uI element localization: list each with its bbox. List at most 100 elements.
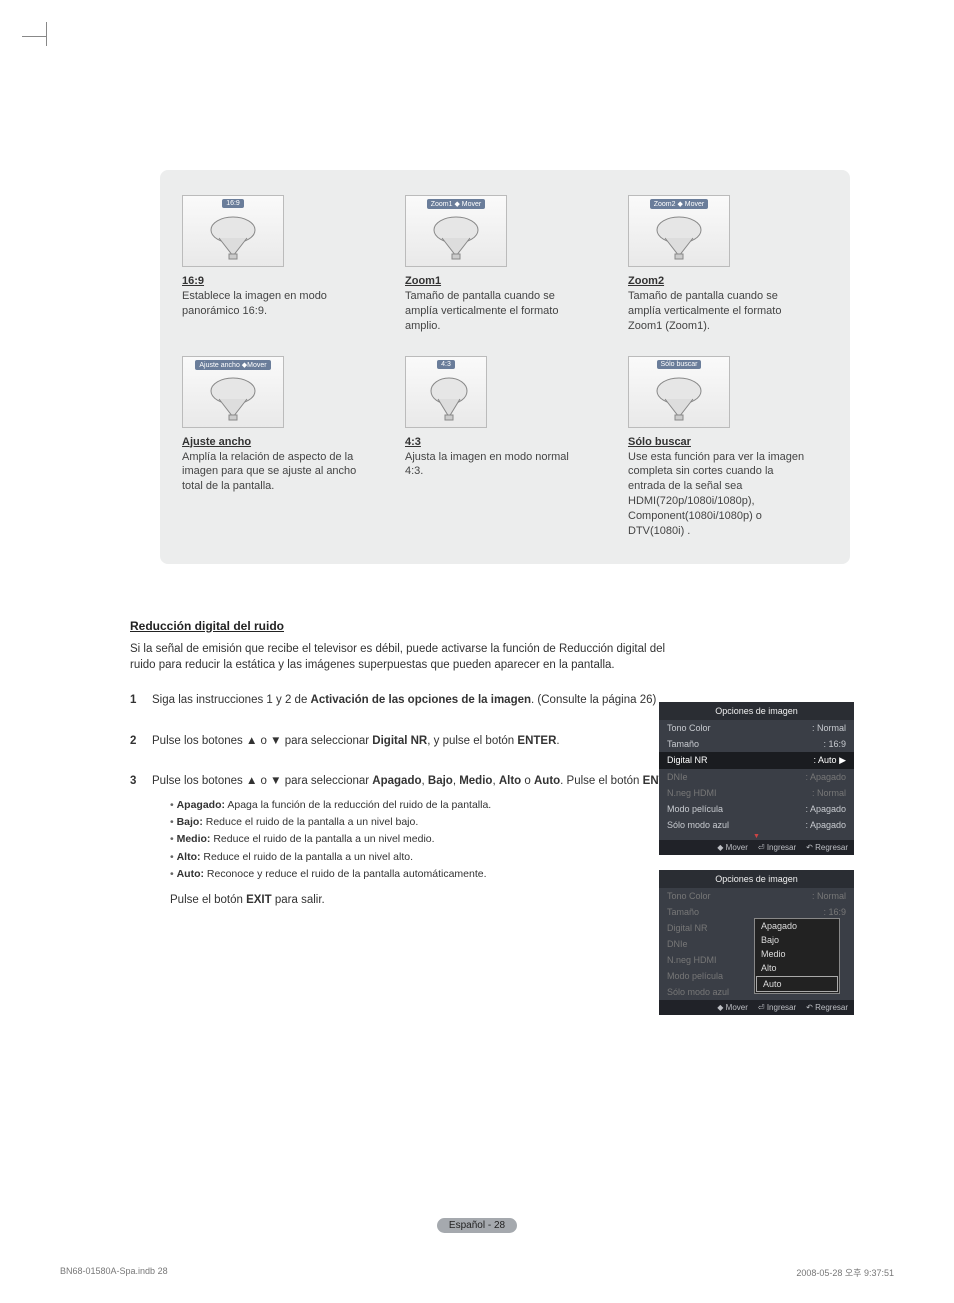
text: o [521,775,534,787]
bullet: Apagado: Apaga la función de la reducció… [170,798,690,813]
osd-label: Tono Color [667,723,711,733]
help-enter: ⏎ Ingresar [758,843,796,852]
osd-label: DNIe [667,939,688,949]
mode-title: Zoom2 [628,275,813,287]
text: Reduce el ruido de la pantalla a un nive… [210,833,434,845]
text-bold: ENTER [517,735,556,747]
text: Pulse los botones ▲ o ▼ para seleccionar [152,735,372,747]
thumb-16-9: 16:9 [182,195,284,267]
osd-value: : Apagado [805,820,846,830]
bullet: Auto: Reconoce y reduce el ruido de la p… [170,867,690,882]
osd-panel: Opciones de imagen Tono Color : Normal Ta… [659,870,854,1000]
osd-value: : Apagado [805,804,846,814]
osd-label: Sólo modo azul [667,987,729,997]
mode-title: Ajuste ancho [182,436,367,448]
bullet: Alto: Reduce el ruido de la pantalla a u… [170,850,690,865]
osd-row: Sólo modo azul : Apagado [659,817,854,833]
mode-desc: Ajusta la imagen en modo normal 4:3. [405,450,590,480]
text-bold: Bajo: [177,816,203,828]
steps-list: 1 Siga las instrucciones 1 y 2 de Activa… [130,692,690,884]
mode-title: Sólo buscar [628,436,813,448]
step-body: Siga las instrucciones 1 y 2 de Activaci… [152,692,690,709]
print-filename: BN68-01580A-Spa.indb 28 [60,1266,168,1279]
help-return: ↶ Regresar [806,843,848,852]
text: para salir. [272,894,325,906]
help-return: ↶ Regresar [806,1003,848,1012]
mode-desc: Use esta función para ver la imagen comp… [628,450,813,539]
text: Reconoce y reduce el ruido de la pantall… [204,868,487,880]
text-bold: Apagado [372,775,421,787]
osd-help-bar: ◆ Mover ⏎ Ingresar ↶ Regresar [659,840,854,855]
osd-value: : Normal [812,788,846,798]
osd-row-dim: Tono Color : Normal [659,888,854,904]
text-bold: Alto [499,775,521,787]
mode-16-9: 16:9 16:9 Establece la imagen en modo pa… [182,195,367,334]
thumb-zoom2: Zoom2 ◆ Mover [628,195,730,267]
mode-zoom1: Zoom1 ◆ Mover Zoom1 Tamaño de pantalla c… [405,195,590,334]
step-2: 2 Pulse los botones ▲ o ▼ para seleccion… [130,733,690,750]
thumb-label: 4:3 [437,360,455,369]
text-bold: Medio: [177,833,211,845]
step-3: 3 Pulse los botones ▲ o ▼ para seleccion… [130,773,690,884]
balloon-icon [201,214,265,260]
print-metadata: BN68-01580A-Spa.indb 28 2008-05-28 오후 9:… [60,1266,894,1279]
osd-title: Opciones de imagen [659,870,854,888]
picture-size-panel: 16:9 16:9 Establece la imagen en modo pa… [160,170,850,564]
manual-page: 16:9 16:9 Establece la imagen en modo pa… [0,0,954,1303]
osd-label: Digital NR [667,755,708,766]
osd-label: N.neg HDMI [667,955,717,965]
osd-row-selected: Digital NR: Auto ▶ [659,752,854,769]
thumb-label: Ajuste ancho ◆Mover [195,360,270,370]
osd-value: : Normal [812,723,846,733]
dropdown-option-selected: Auto [756,976,838,992]
print-timestamp: 2008-05-28 오후 9:37:51 [796,1266,894,1279]
section-nr-intro: Si la señal de emisión que recibe el tel… [130,641,690,674]
dropdown-option: Medio [755,947,839,961]
dropdown-option: Alto [755,961,839,975]
osd-row: Tamaño: 16:9 [659,736,854,752]
mode-desc: Tamaño de pantalla cuando se amplía vert… [405,289,590,334]
thumb-just-scan: Sólo buscar [628,356,730,428]
modes-row-2: Ajuste ancho ◆Mover Ajuste ancho Amplía … [182,356,828,539]
section-nr-title: Reducción digital del ruido [130,619,894,633]
dropdown-option: Apagado [755,919,839,933]
text-bold: Alto: [177,851,201,863]
text-bold: Activación de las opciones de la imagen [311,694,532,706]
balloon-icon [201,375,265,421]
thumb-4-3: 4:3 [405,356,487,428]
osd-label: Sólo modo azul [667,820,729,830]
osd-title: Opciones de imagen [659,702,854,720]
text-bold: Apagado: [177,799,225,811]
help-enter: ⏎ Ingresar [758,1003,796,1012]
text-bold: Bajo [428,775,453,787]
text: . Pulse el botón [560,775,642,787]
mode-just-scan: Sólo buscar Sólo buscar Use esta función… [628,356,813,539]
balloon-icon [424,375,474,421]
step-number: 3 [130,773,152,884]
osd-help-bar: ◆ Mover ⏎ Ingresar ↶ Regresar [659,1000,854,1015]
help-move: ◆ Mover [717,843,748,852]
text: . (Consulte la página 26) [531,694,656,706]
osd-menu-2: Opciones de imagen Tono Color : Normal Ta… [659,870,854,1015]
page-footer: Español - 28 [0,1218,954,1233]
osd-row-dim: N.neg HDMI : Normal [659,785,854,801]
step-number: 2 [130,733,152,750]
step-1: 1 Siga las instrucciones 1 y 2 de Activa… [130,692,690,709]
osd-label: Tamaño [667,739,699,749]
osd-row: Tono Color : Normal [659,720,854,736]
options-bullets: Apagado: Apaga la función de la reducció… [170,798,690,882]
mode-desc: Amplía la relación de aspecto de la imag… [182,450,367,495]
osd-value: : Normal [812,891,846,901]
osd-panel: Opciones de imagen Tono Color : Normal Ta… [659,702,854,840]
page-number-badge: Español - 28 [437,1218,517,1233]
step-body: Pulse los botones ▲ o ▼ para seleccionar… [152,773,690,884]
osd-label: Tono Color [667,891,711,901]
help-move: ◆ Mover [717,1003,748,1012]
osd-row-dim: DNIe: Apagado [659,769,854,785]
osd-label: Tamaño [667,907,699,917]
triangle-right-icon: ▶ [839,755,846,765]
osd-label: N.neg HDMI [667,788,717,798]
osd-label: Digital NR [667,923,708,933]
balloon-icon [424,214,488,260]
osd-label: DNIe [667,772,688,782]
